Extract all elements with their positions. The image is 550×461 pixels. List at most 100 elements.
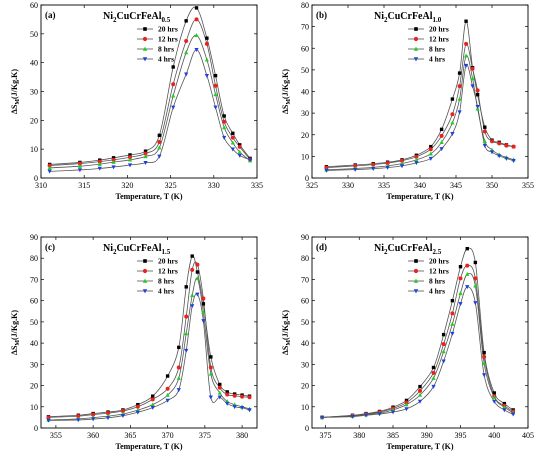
data-point bbox=[511, 412, 516, 417]
legend-marker bbox=[142, 278, 148, 283]
data-point bbox=[201, 296, 206, 301]
data-point bbox=[190, 304, 195, 309]
data-point bbox=[371, 162, 376, 167]
y-tick-label: 40 bbox=[301, 339, 309, 348]
data-point bbox=[190, 267, 195, 272]
data-point bbox=[385, 161, 390, 166]
y-axis-label-sub: M bbox=[15, 99, 21, 105]
data-point bbox=[465, 263, 470, 268]
x-tick-label: 375 bbox=[199, 431, 211, 440]
plot-frame bbox=[311, 4, 529, 179]
data-point bbox=[458, 290, 463, 295]
data-point bbox=[217, 395, 222, 400]
y-axis-label-main: ΔS bbox=[10, 104, 19, 114]
title-part-1: Ni bbox=[103, 11, 113, 22]
data-point bbox=[77, 168, 82, 173]
data-point bbox=[489, 150, 495, 155]
x-axis-label: Temperature, T (K) bbox=[386, 192, 453, 201]
data-point bbox=[404, 402, 409, 407]
data-point bbox=[165, 392, 170, 397]
data-point bbox=[97, 161, 102, 166]
y-tick-label: 50 bbox=[30, 318, 38, 327]
data-point bbox=[232, 393, 237, 398]
data-point bbox=[217, 385, 222, 390]
data-point bbox=[237, 144, 242, 149]
data-point bbox=[111, 156, 116, 160]
data-point bbox=[225, 392, 230, 397]
data-point bbox=[47, 163, 52, 168]
legend-label: 20 hrs bbox=[158, 257, 178, 266]
legend-label: 20 hrs bbox=[429, 25, 449, 34]
chart-title: Ni2CuCrFeAl1.5 bbox=[103, 243, 171, 256]
data-point bbox=[482, 138, 487, 143]
data-point bbox=[450, 311, 455, 316]
data-point bbox=[208, 371, 213, 376]
data-point bbox=[165, 398, 170, 403]
data-point bbox=[482, 143, 487, 148]
data-point bbox=[128, 153, 132, 157]
data-point bbox=[209, 355, 213, 359]
data-point bbox=[320, 415, 325, 420]
chart-title: Ni2CuCrFeAl0.5 bbox=[103, 11, 171, 24]
plot-frame bbox=[40, 236, 258, 429]
data-point bbox=[184, 285, 188, 289]
y-axis-label-unit: (J/Kg.K) bbox=[10, 69, 19, 99]
data-point bbox=[238, 143, 242, 147]
data-point bbox=[450, 298, 455, 303]
y-tick-label: 40 bbox=[301, 88, 309, 97]
data-point bbox=[194, 17, 199, 22]
legend-label: 8 hrs bbox=[158, 45, 174, 54]
data-point bbox=[190, 254, 194, 258]
data-point bbox=[450, 97, 455, 101]
legend-marker bbox=[413, 57, 419, 62]
series-line-3 bbox=[49, 34, 251, 169]
legend-marker bbox=[413, 46, 419, 51]
data-point bbox=[204, 73, 209, 78]
legend-marker bbox=[142, 268, 148, 274]
data-point bbox=[171, 65, 175, 69]
x-tick-label: 365 bbox=[124, 431, 136, 440]
x-tick-label: 395 bbox=[455, 431, 467, 440]
y-axis-label: ΔSM(J/Kg.K) bbox=[281, 310, 292, 355]
data-point bbox=[91, 412, 96, 417]
y-tick-label: 50 bbox=[30, 30, 38, 39]
data-point bbox=[353, 163, 358, 168]
x-tick-label: 320 bbox=[121, 181, 133, 190]
data-point bbox=[473, 276, 478, 281]
data-point bbox=[47, 165, 52, 170]
data-point bbox=[127, 155, 132, 160]
y-tick-label: 10 bbox=[301, 152, 309, 161]
data-point bbox=[482, 129, 487, 134]
data-point bbox=[492, 394, 497, 399]
title-part-1: Ni bbox=[374, 243, 384, 254]
data-point bbox=[184, 314, 189, 319]
title-part-4: 2.5 bbox=[433, 248, 442, 256]
data-point bbox=[475, 88, 480, 93]
y-tick-label: 70 bbox=[30, 275, 38, 284]
y-tick-label: 80 bbox=[301, 254, 309, 263]
y-axis-label: ΔSM(J/Kg.K) bbox=[10, 310, 21, 355]
data-point bbox=[46, 415, 51, 420]
chart-title: Ni2CuCrFeAl2.5 bbox=[374, 243, 442, 256]
data-point bbox=[463, 53, 469, 58]
data-point bbox=[350, 414, 355, 419]
data-point bbox=[482, 354, 487, 359]
x-tick-label: 390 bbox=[421, 431, 433, 440]
data-point bbox=[106, 411, 111, 416]
data-point bbox=[194, 6, 199, 10]
title-part-1: Ni bbox=[103, 243, 113, 254]
data-point bbox=[399, 164, 405, 169]
x-tick-label: 405 bbox=[522, 431, 534, 440]
data-point bbox=[230, 140, 235, 145]
x-tick-label: 325 bbox=[306, 181, 318, 190]
data-point bbox=[431, 365, 436, 370]
data-point bbox=[91, 417, 96, 422]
data-point bbox=[176, 388, 181, 393]
y-tick-label: 90 bbox=[30, 233, 38, 242]
data-point bbox=[450, 131, 455, 136]
data-point bbox=[390, 410, 396, 415]
y-tick-label: 90 bbox=[301, 233, 309, 242]
data-point bbox=[475, 104, 480, 109]
chart-title: Ni2CuCrFeAl1.0 bbox=[374, 11, 442, 24]
